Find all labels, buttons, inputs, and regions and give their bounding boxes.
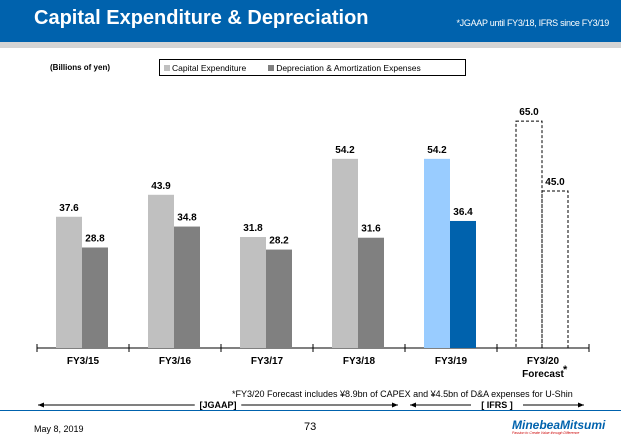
forecast-asterisk: * [563,364,568,376]
data-label: 54.2 [335,145,355,156]
header-strip [0,42,621,48]
x-tick-label: FY3/18 [343,356,376,367]
bar-da [541,190,569,349]
footer-date: May 8, 2019 [34,424,84,434]
data-label: 45.0 [545,177,565,188]
data-label: 43.9 [151,181,171,192]
logo-tagline: Passion to Create Value through Differen… [512,431,580,435]
bar-da [358,237,384,348]
logo: MinebeaMitsumi [512,418,606,432]
x-tick-label: FY3/19 [435,356,468,367]
ifrs-period-label-bg [471,399,523,411]
data-label: 28.2 [269,236,289,247]
bar-da [82,247,108,348]
footnote: *FY3/20 Forecast includes ¥8.9bn of CAPE… [232,389,573,399]
data-label: 31.8 [243,223,263,234]
x-tick-label: FY3/17 [251,356,284,367]
header-note: *JGAAP until FY3/18, IFRS since FY3/19 [456,18,609,28]
bar-capex [515,120,543,349]
bar-da [450,220,476,348]
bar-da [174,226,200,348]
legend-da: Depreciation & Amortization Expenses [268,63,421,73]
bar-capex [240,237,266,348]
footer-line [0,410,621,411]
unit-label: (Billions of yen) [50,63,110,72]
data-label: 28.8 [85,233,105,244]
jgaap-period-label-bg [194,399,242,411]
x-tick-label: FY3/20 [527,356,560,367]
data-label: 36.4 [453,207,473,218]
legend: Capital Expenditure Depreciation & Amort… [159,59,466,76]
bar-capex [332,158,358,348]
data-label: 37.6 [59,203,79,214]
bar-capex [56,216,82,348]
x-tick-label: FY3/15 [67,356,100,367]
page-title: Capital Expenditure & Depreciation [34,7,369,29]
header-bar [0,0,621,42]
x-tick-label: FY3/16 [159,356,192,367]
jgaap-period-label: [JGAAP] [199,400,236,410]
bar-capex [424,158,450,348]
ifrs-period-label: [ IFRS ] [481,400,513,410]
data-label: 31.6 [361,224,381,235]
bar-da [266,249,292,348]
x-tick-sublabel: Forecast [522,369,564,380]
data-label: 65.0 [519,107,539,118]
data-label: 34.8 [177,213,197,224]
bar-capex [148,194,174,348]
legend-capex: Capital Expenditure [164,63,246,73]
page-number: 73 [304,421,317,433]
data-label: 54.2 [427,145,447,156]
